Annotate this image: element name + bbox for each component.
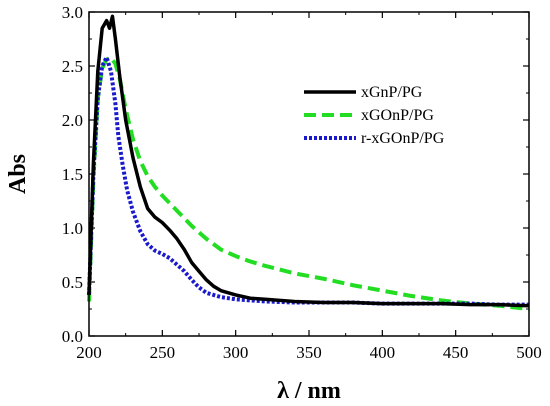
series-line-0 — [87, 14, 530, 308]
x-tick-label: 450 — [443, 343, 469, 362]
y-tick-label: 0.5 — [62, 273, 83, 292]
x-tick-label: 400 — [370, 343, 396, 362]
y-tick-label: 1.0 — [62, 219, 83, 238]
x-tick-label: 300 — [223, 343, 249, 362]
x-tick-label: 350 — [296, 343, 322, 362]
series-line-1 — [87, 55, 530, 311]
x-axis-label: λ / nm — [277, 378, 341, 404]
x-axis-ticks: 200 250 300 350 400 450 500 — [76, 12, 542, 362]
legend-label-0: xGnP/PG — [361, 84, 423, 101]
series-layer — [87, 14, 530, 311]
legend-label-2: r-xGOnP/PG — [361, 130, 445, 147]
y-axis-ticks: 0.0 0.5 1.0 1.5 2.0 2.5 3.0 — [62, 3, 529, 346]
plot-frame — [88, 11, 530, 337]
y-tick-label: 2.0 — [62, 111, 83, 130]
y-tick-label: 0.0 — [62, 327, 83, 346]
y-tick-label: 2.5 — [62, 57, 83, 76]
x-tick-label: 250 — [150, 343, 176, 362]
legend: xGnP/PG xGOnP/PG r-xGOnP/PG — [304, 84, 445, 147]
y-tick-label: 3.0 — [62, 3, 83, 22]
series-line-2 — [87, 55, 529, 307]
y-axis-label: Abs — [5, 154, 31, 194]
x-tick-label: 500 — [516, 343, 542, 362]
legend-label-1: xGOnP/PG — [361, 107, 434, 124]
y-tick-label: 1.5 — [62, 165, 83, 184]
x-tick-label: 200 — [76, 343, 102, 362]
